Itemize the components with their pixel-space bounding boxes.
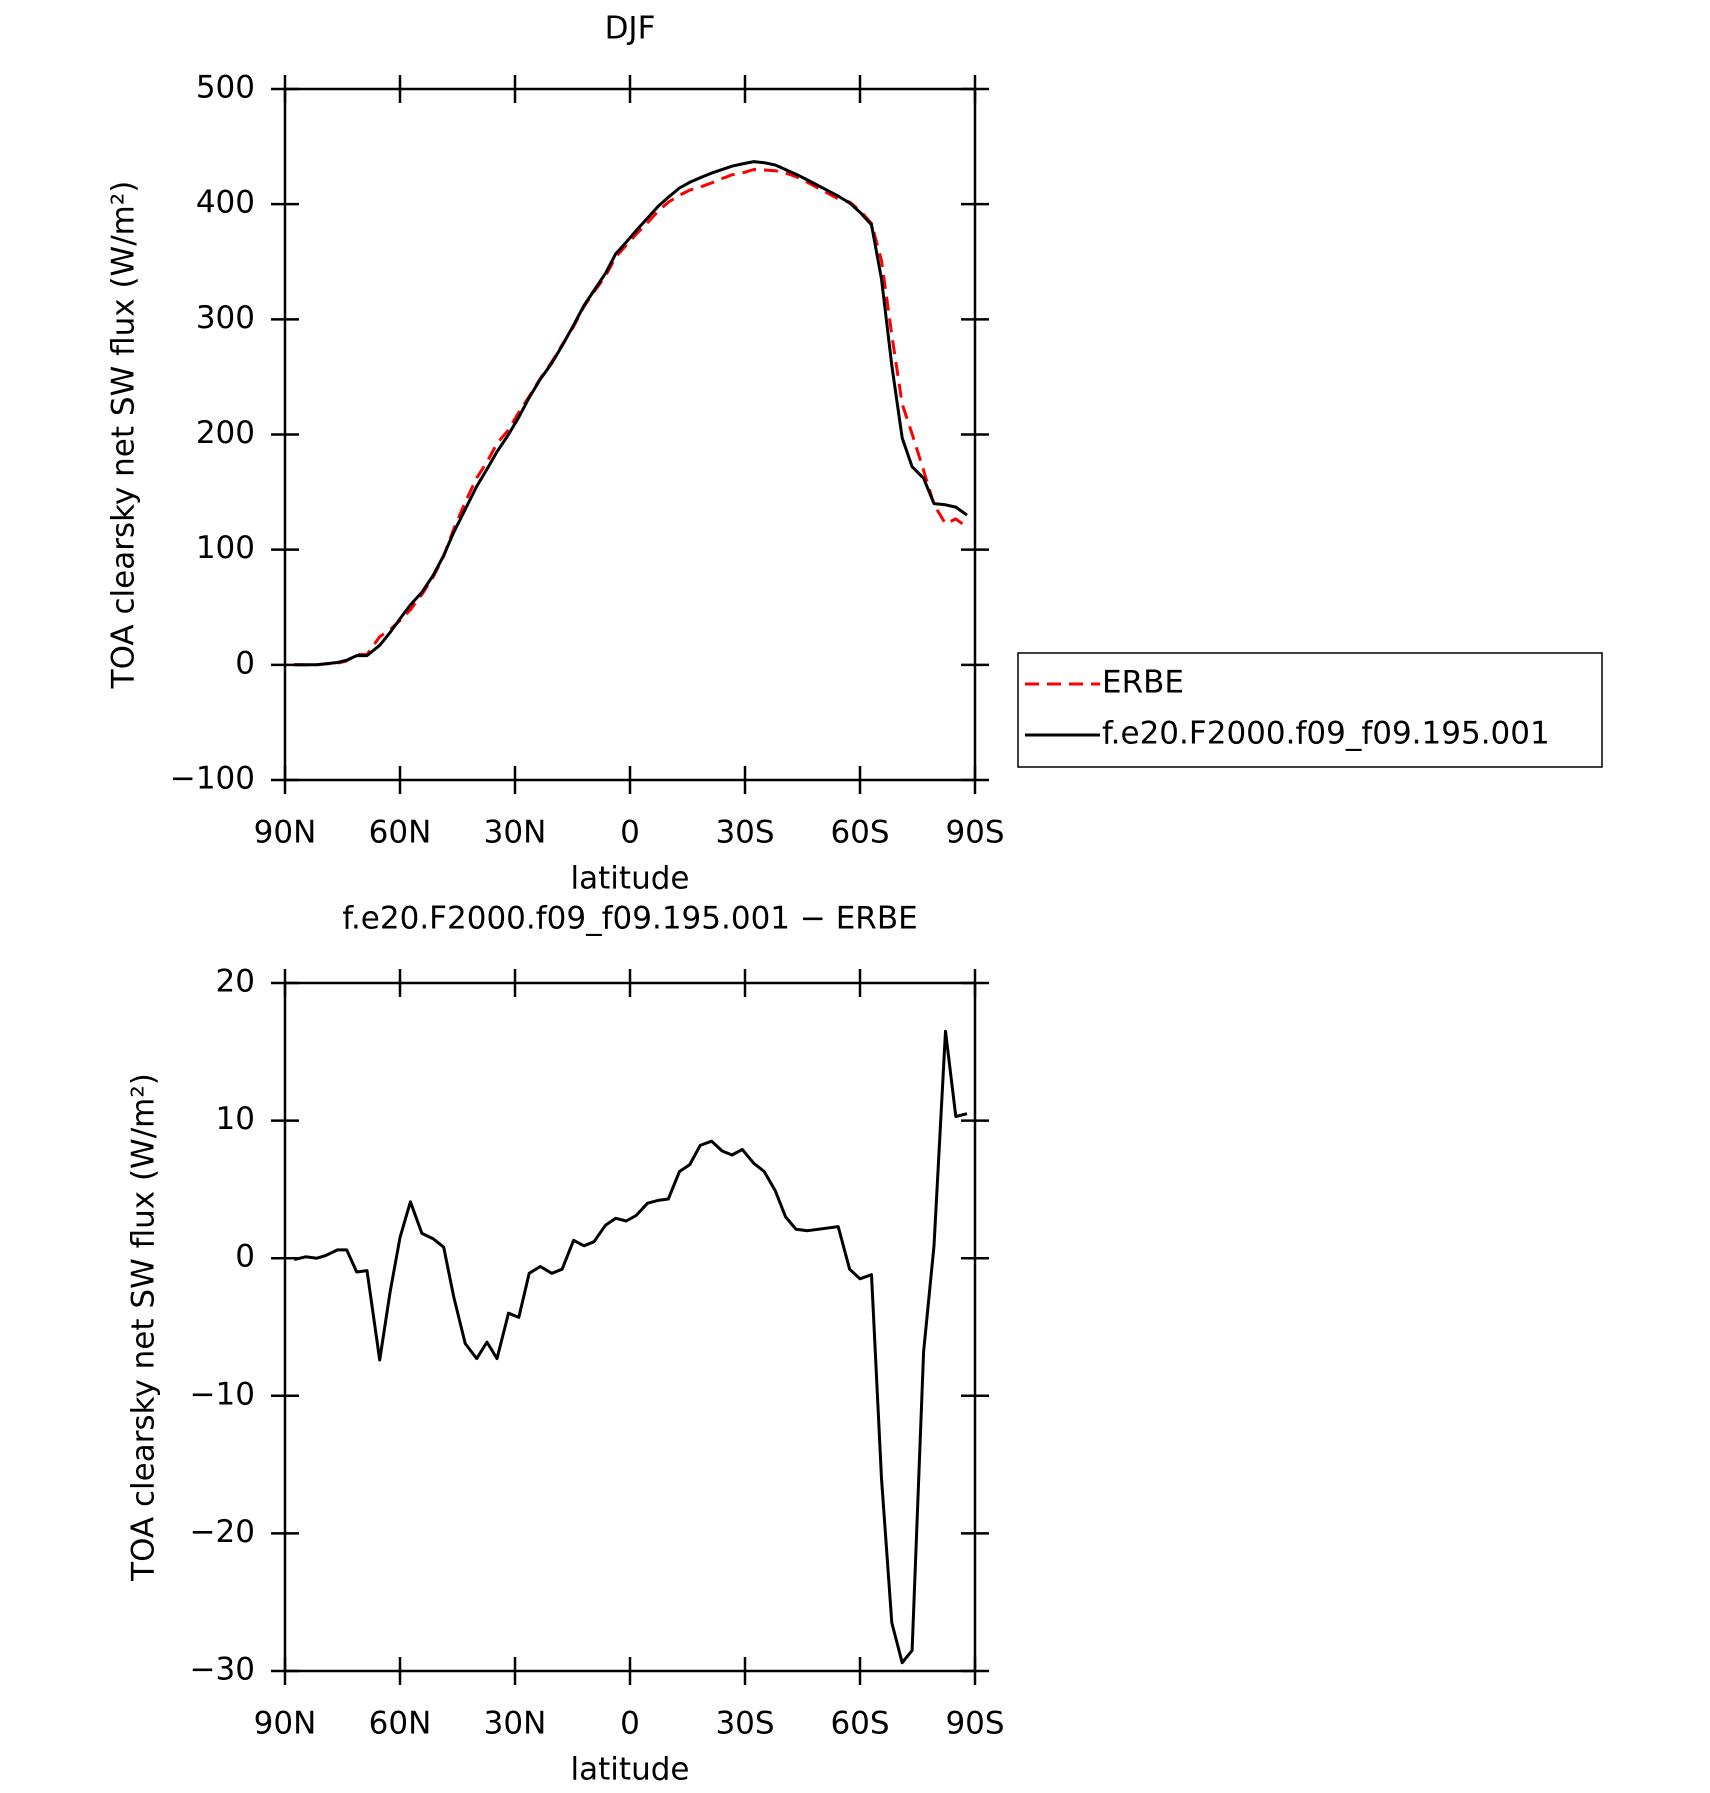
x-tick-label: 60S [830,815,889,851]
x-tick-label: 30S [715,815,774,851]
x-tick-label: 30N [484,815,547,851]
data-line [294,168,968,667]
x-tick-label: 0 [620,1706,640,1742]
data-line [293,1029,968,1665]
y-tick-label: 20 [216,964,255,1000]
y-tick-label: −100 [170,761,255,797]
y-tick-label: 0 [235,1239,255,1275]
y-tick-label: 300 [196,300,255,336]
y-tick-label: −10 [190,1376,255,1412]
x-tick-label: 60N [369,815,432,851]
plot-frame [283,981,977,1673]
legend-label: f.e20.F2000.f09_f09.195.001 [1102,716,1550,752]
x-tick-label: 90N [254,815,317,851]
x-tick-label: 90S [945,1706,1004,1742]
y-tick-label: 0 [235,645,255,681]
x-axis-label: latitude [571,1752,690,1788]
y-axis-label: TOA clearsky net SW flux (W/m²) [126,1073,162,1582]
y-tick-label: 10 [216,1101,255,1137]
plot-frame [283,87,977,782]
data-line [294,160,968,667]
y-tick-label: 100 [196,530,255,566]
y-tick-label: −20 [190,1514,255,1550]
x-tick-label: 30N [484,1706,547,1742]
x-tick-label: 30S [715,1706,774,1742]
x-tick-label: 90S [945,815,1004,851]
y-tick-label: −30 [190,1652,255,1688]
legend-label: ERBE [1102,665,1184,701]
y-axis-label: TOA clearsky net SW flux (W/m²) [106,181,142,690]
y-tick-label: 200 [196,415,255,451]
x-tick-label: 60N [369,1706,432,1742]
x-tick-label: 90N [254,1706,317,1742]
x-axis-label: latitude [571,861,690,897]
x-tick-label: 60S [830,1706,889,1742]
y-tick-label: 400 [196,185,255,221]
legend-box [1017,652,1603,768]
y-tick-label: 500 [196,70,255,106]
chart-title: f.e20.F2000.f09_f09.195.001 − ERBE [342,901,917,937]
chart-title: DJF [605,11,656,47]
x-tick-label: 0 [620,815,640,851]
